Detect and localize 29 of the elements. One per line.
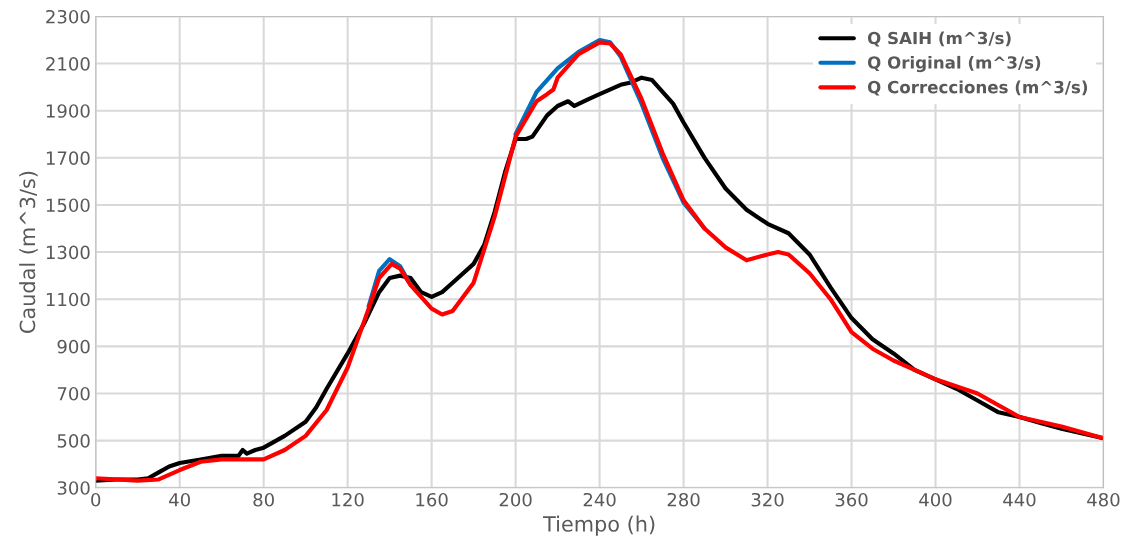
y-tick-label: 1900 <box>46 104 90 118</box>
x-tick-label: 80 <box>253 492 274 507</box>
x-tick-label: 200 <box>499 492 532 507</box>
x-tick-label: 0 <box>91 492 101 507</box>
y-tick-label: 1300 <box>46 245 90 260</box>
y-tick-label: 1100 <box>46 292 90 307</box>
legend-label: Q SAIH (m^3/s) <box>867 31 1011 47</box>
y-tick-label: 700 <box>57 386 90 401</box>
legend-label: Q Original (m^3/s) <box>867 55 1041 73</box>
x-tick-label: 240 <box>583 492 616 507</box>
y-axis-title: Caudal (m^3/s) <box>19 171 38 333</box>
y-tick-label: 1500 <box>46 198 90 213</box>
x-tick-label: 360 <box>835 492 868 507</box>
y-tick-label: 300 <box>57 481 90 495</box>
y-tick-label: 1700 <box>46 151 90 165</box>
y-tick-label: 2100 <box>46 57 90 71</box>
x-tick-label: 280 <box>667 492 700 507</box>
y-tick-label: 900 <box>57 339 90 354</box>
x-tick-label: 120 <box>332 492 364 507</box>
y-tick-label: 500 <box>57 434 90 448</box>
x-tick-label: 160 <box>416 492 448 507</box>
x-tick-label: 320 <box>751 492 784 507</box>
x-tick-label: 400 <box>919 492 952 507</box>
legend-label: Q Correcciones (m^3/s) <box>867 80 1088 96</box>
x-tick-label: 440 <box>1003 492 1036 507</box>
y-tick-label: 2300 <box>46 9 90 24</box>
x-tick-label: 40 <box>169 492 190 507</box>
x-axis-title: Tiempo (h) <box>543 515 655 536</box>
x-tick-label: 480 <box>1087 492 1120 507</box>
